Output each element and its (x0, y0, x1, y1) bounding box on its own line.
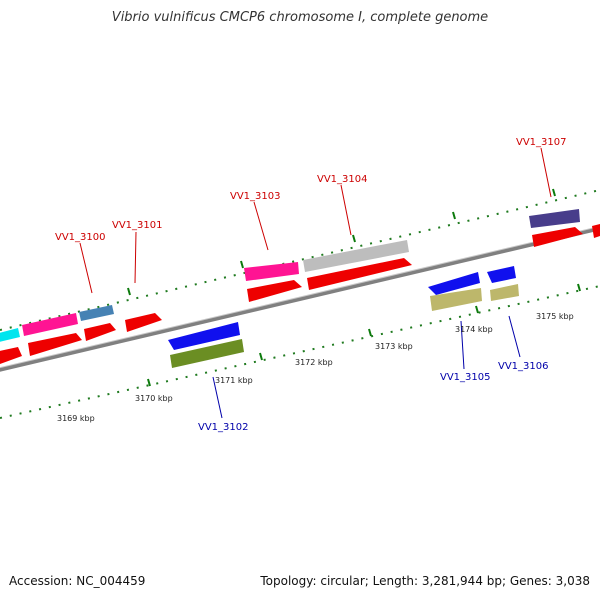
gene-feature[interactable] (170, 339, 244, 368)
gene-feature[interactable] (79, 305, 114, 321)
cds-feature[interactable] (592, 224, 600, 238)
kbp-label: 3173 kbp (375, 342, 413, 351)
gene-feature[interactable] (490, 284, 519, 301)
cds-feature[interactable] (125, 313, 162, 332)
kbp-label: 3172 kbp (295, 358, 333, 367)
accession-text: Accession: NC_004459 (9, 574, 146, 588)
kbp-label: 3170 kbp (135, 394, 173, 403)
gene-feature[interactable] (244, 262, 299, 281)
cds-feature[interactable] (307, 258, 412, 290)
gene-feature[interactable] (529, 209, 580, 228)
genome-summary-text: Topology: circular; Length: 3,281,944 bp… (260, 574, 590, 588)
gene-label[interactable]: VV1_3102 (198, 422, 249, 433)
cds-feature[interactable] (247, 280, 302, 302)
gene-feature[interactable] (168, 322, 240, 350)
chromosome-backbone (0, 226, 600, 372)
kbp-label: 3169 kbp (57, 414, 95, 423)
lower-strand-features (168, 266, 519, 368)
tick-track-lower (0, 285, 600, 419)
cds-feature[interactable] (0, 347, 22, 365)
callout-lines (79, 147, 552, 419)
gene-feature[interactable] (0, 328, 20, 343)
map-title: Vibrio vulnificus CMCP6 chromosome I, co… (111, 10, 489, 25)
kbp-label: 3174 kbp (455, 325, 493, 334)
major-ticks (127, 188, 581, 387)
gene-label[interactable]: VV1_3104 (317, 174, 368, 185)
gene-feature[interactable] (428, 272, 480, 295)
upper-strand-features (0, 209, 600, 365)
gene-label[interactable]: VV1_3105 (440, 372, 491, 383)
gene-feature[interactable] (487, 266, 516, 283)
gene-label[interactable]: VV1_3100 (55, 232, 106, 243)
gene-feature[interactable] (430, 288, 482, 311)
gene-feature[interactable] (22, 313, 78, 336)
gene-label[interactable]: VV1_3107 (516, 137, 567, 148)
gene-feature[interactable] (303, 240, 409, 272)
kbp-label: 3175 kbp (536, 312, 574, 321)
gene-label[interactable]: VV1_3103 (230, 191, 281, 202)
gene-label[interactable]: VV1_3101 (112, 220, 163, 231)
gene-label[interactable]: VV1_3106 (498, 361, 549, 372)
cds-feature[interactable] (532, 227, 583, 247)
cds-feature[interactable] (28, 333, 82, 356)
kbp-label: 3171 kbp (215, 376, 253, 385)
tick-track-upper (0, 189, 600, 331)
cds-feature[interactable] (84, 323, 116, 341)
